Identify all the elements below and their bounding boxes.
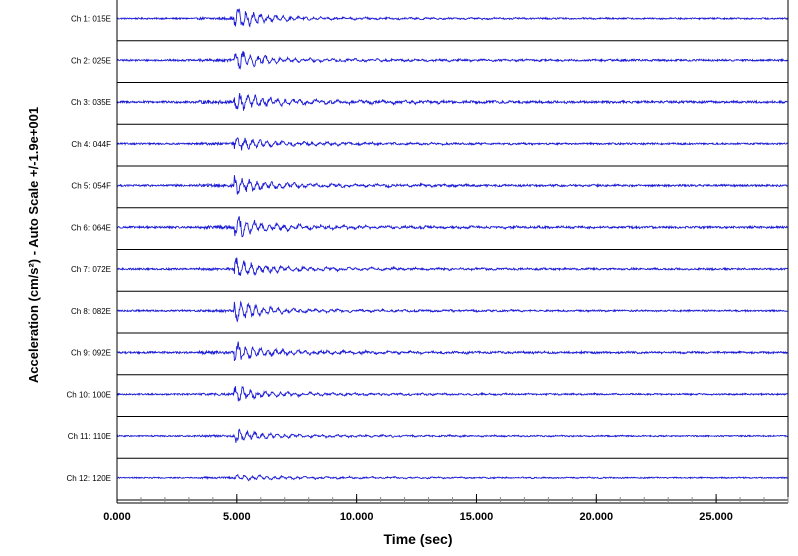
waveform-trace (116, 385, 789, 402)
channel-label: Ch 12: 120E (67, 474, 111, 483)
waveform-trace (116, 175, 789, 195)
waveform-trace (116, 428, 789, 443)
x-tick-label: 25.000 (699, 511, 733, 523)
waveform-trace (116, 215, 789, 238)
x-axis-label: Time (sec) (384, 531, 453, 547)
x-axis: 0.000 5.000 10.000 15.000 20.000 25.000 (103, 494, 789, 523)
waveform-trace (116, 473, 789, 482)
channel-label: Ch 3: 035E (71, 98, 111, 107)
channel-label: Ch 9: 092E (71, 349, 111, 358)
waveform-trace (116, 93, 789, 111)
waveform-trace (116, 257, 789, 277)
channel-rows: Ch 1: 015E Ch 2: 025E Ch 3: 035E Ch 4: 044F… (67, 0, 789, 503)
channel-label: Ch 4: 044F (71, 140, 111, 149)
channel-label: Ch 6: 064E (71, 223, 111, 232)
channel-label: Ch 1: 015E (71, 15, 111, 24)
x-tick-label: 10.000 (340, 511, 374, 523)
x-tick-label: 20.000 (579, 511, 613, 523)
channel-label: Ch 11: 110E (68, 432, 111, 441)
channel-label: Ch 8: 082E (71, 307, 111, 316)
x-tick-label: 15.000 (460, 511, 494, 523)
waveform-trace (116, 8, 789, 28)
waveform-trace (116, 50, 789, 70)
channel-label: Ch 2: 025E (71, 56, 111, 65)
waveform-trace (116, 341, 789, 362)
channel-label: Ch 7: 072E (71, 265, 111, 274)
x-tick-label: 0.000 (103, 511, 131, 523)
x-tick-label: 5.000 (223, 511, 251, 523)
waveform-trace (116, 300, 789, 323)
channel-label: Ch 10: 100E (67, 390, 111, 399)
y-axis-label: Acceleration (cm/s²) - Auto Scale +/-1.9… (26, 107, 41, 383)
channel-label: Ch 5: 054F (71, 182, 111, 191)
waveform-trace (116, 137, 789, 151)
